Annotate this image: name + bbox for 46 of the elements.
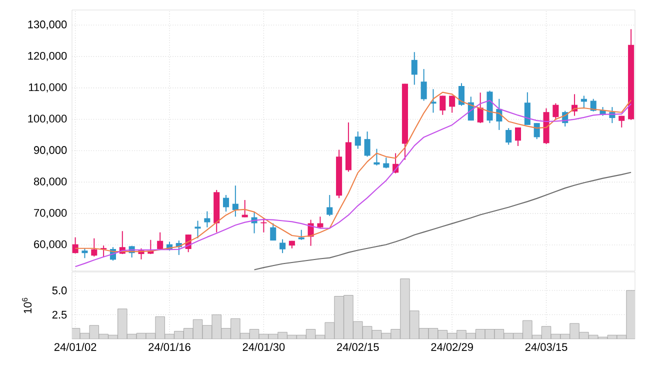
candlestick	[430, 88, 436, 114]
x-tick-label: 24/02/15	[337, 342, 379, 351]
candlestick	[524, 92, 530, 126]
candlestick	[552, 102, 559, 120]
y-tick-label: 80,000	[34, 178, 67, 187]
candlestick	[82, 248, 88, 259]
candlestick	[420, 68, 427, 102]
candlestick	[91, 238, 98, 258]
y-tick-label: 70,000	[34, 208, 67, 218]
y-tick-label: 5.0	[52, 286, 67, 294]
x-tick-label: 24/01/02	[54, 342, 96, 351]
x-tick-label: 24/01/30	[242, 342, 285, 351]
candlestick	[411, 52, 418, 86]
y-tick-label: 130,000	[28, 20, 67, 30]
candlestick	[222, 194, 230, 212]
y-tick-label: 110,000	[29, 83, 67, 92]
x-tick-label: 24/02/29	[431, 342, 473, 351]
candlestick	[449, 95, 456, 114]
x-tick-label: 24/03/15	[525, 342, 568, 351]
candlestick	[383, 157, 390, 169]
candlestick	[157, 232, 164, 250]
candlestick	[374, 148, 380, 166]
candlestick	[458, 82, 465, 106]
y-tick-label: 60,000	[34, 240, 67, 250]
y-tick-label: 2.5	[52, 310, 67, 319]
candlestick	[204, 210, 210, 228]
x-tick-label: 24/01/16	[148, 342, 190, 351]
candlestick	[194, 220, 201, 239]
candlestick	[232, 185, 238, 218]
candlestick	[72, 236, 78, 254]
candlestick	[298, 229, 304, 240]
candlestick	[242, 200, 248, 218]
candlestick	[270, 222, 276, 242]
candlestick	[440, 95, 446, 116]
y-tick-label: 120,000	[28, 52, 67, 62]
y-tick-label: 100,000	[28, 114, 67, 124]
candlestick	[514, 126, 522, 146]
candlestick	[354, 131, 361, 150]
candlestick	[506, 128, 512, 146]
y-axis-title: 10$^{6}$	[22, 298, 32, 314]
candlestick	[326, 194, 333, 217]
candlestick	[364, 131, 370, 158]
candlestick	[477, 92, 484, 124]
y-tick-label: 90,000	[34, 146, 67, 156]
candlestick	[534, 122, 540, 140]
candlestick	[280, 238, 286, 254]
